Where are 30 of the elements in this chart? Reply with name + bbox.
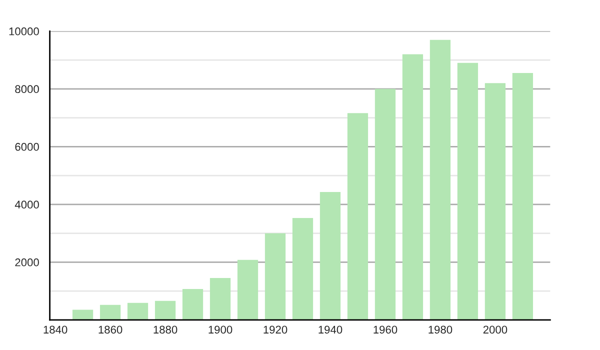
bar [264,233,286,320]
bar [292,218,314,320]
x-tick-label: 1880 [154,326,178,334]
bar [512,73,534,320]
y-tick-label: 8000 [15,85,39,94]
bar [237,260,258,320]
bar [127,302,148,320]
y-tick-label: 6000 [15,142,39,151]
bar [182,289,204,320]
bar [374,88,396,320]
x-tick-label: 1840 [44,326,68,334]
bar [347,113,368,320]
y-tick-label: 10000 [9,27,39,36]
x-tick-label: 1940 [318,326,342,334]
x-tick-label: 1960 [374,326,398,334]
y-tick-label: 2000 [15,258,39,266]
bar [320,192,341,320]
x-tick-label: 1860 [98,326,122,334]
bar [402,54,424,320]
x-tick-label: 2000 [483,326,508,334]
x-tick-label: 1920 [264,326,288,334]
bar [210,278,231,320]
y-tick-label: 4000 [14,200,39,209]
x-tick-label: 1980 [428,326,452,334]
bar [484,83,506,320]
x-tick-label: 1900 [208,326,232,334]
bar [100,304,121,320]
bar [430,40,451,320]
bar [457,62,478,320]
bar [154,300,176,320]
